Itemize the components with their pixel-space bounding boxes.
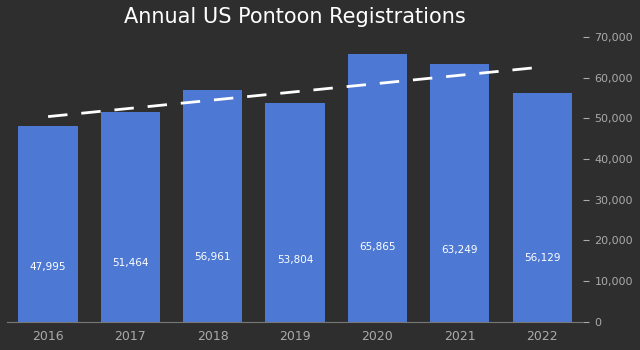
Text: 47,995: 47,995 xyxy=(30,262,67,272)
Text: 65,865: 65,865 xyxy=(359,241,396,252)
Text: 56,129: 56,129 xyxy=(524,253,561,263)
Bar xyxy=(348,54,407,322)
Bar xyxy=(430,64,490,322)
Title: Annual US Pontoon Registrations: Annual US Pontoon Registrations xyxy=(124,7,466,27)
Text: 56,961: 56,961 xyxy=(195,252,231,262)
Bar xyxy=(266,103,324,322)
Bar xyxy=(101,112,160,322)
Text: 63,249: 63,249 xyxy=(442,245,478,255)
Text: 53,804: 53,804 xyxy=(277,256,314,265)
Text: 51,464: 51,464 xyxy=(112,258,148,268)
Bar xyxy=(513,93,572,322)
Bar xyxy=(183,90,243,322)
Bar xyxy=(19,126,77,322)
